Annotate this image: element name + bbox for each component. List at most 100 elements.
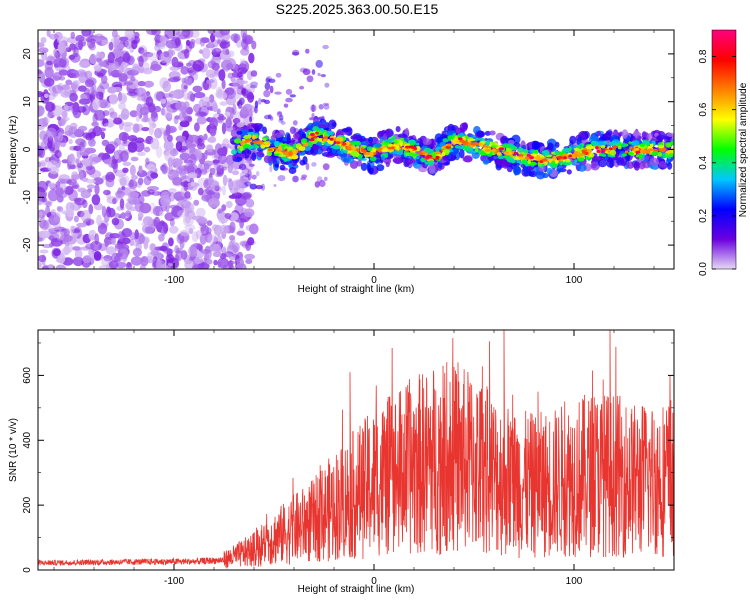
spectrogram-cell — [108, 60, 114, 73]
colorbar-tick-label: 0.0 — [698, 262, 709, 276]
spectrogram-cell — [385, 129, 390, 138]
spectrogram-cell — [262, 138, 267, 142]
spectrogram-cell — [199, 233, 207, 245]
spectrogram-cell — [428, 160, 435, 166]
spectrogram-cell — [311, 104, 315, 113]
spectrogram-cell — [249, 183, 257, 190]
spectrogram-cell — [503, 159, 509, 168]
spectrogram-cell — [121, 253, 128, 263]
spectrogram-cell — [82, 255, 92, 264]
spectrogram-cell — [195, 230, 202, 239]
spectrogram-cell — [38, 198, 43, 206]
spectrogram-cell — [399, 140, 403, 147]
x-tick-label: -100 — [164, 275, 184, 286]
spectrogram-cell — [160, 107, 166, 116]
spectrogram-cell — [452, 133, 457, 137]
snr-panel: -100 0 100 0 200 400 600 Height of straight li… — [8, 329, 675, 595]
spectrogram-cell — [244, 181, 252, 187]
spectrogram-cell — [169, 148, 179, 157]
spectrogram-cell — [58, 69, 69, 76]
snr-y-axis-label: SNR (10 * v/v) — [8, 418, 19, 482]
spectrogram-cell — [458, 145, 464, 150]
spectrogram-cell — [122, 122, 134, 127]
spectrogram-peak — [309, 132, 315, 136]
spectrogram-cell — [127, 78, 140, 90]
spectrogram-cell — [38, 161, 42, 168]
spectrogram-cell — [424, 161, 429, 165]
spectrogram-cell — [134, 229, 139, 240]
spectrogram-marks — [38, 30, 674, 269]
spectrogram-cell — [629, 146, 633, 150]
spectrogram-cell — [274, 132, 283, 138]
spectrogram-cell — [137, 80, 146, 87]
spectrogram-cell — [127, 191, 139, 200]
spectrogram-cell — [38, 42, 45, 48]
spectrogram-cell — [475, 138, 480, 141]
spectrogram-cell — [154, 127, 163, 139]
spectrogram-cell — [241, 193, 252, 201]
spectrogram-cell — [381, 155, 385, 160]
spectrogram-cell — [67, 154, 75, 166]
spectrogram-cell — [576, 137, 582, 146]
spectrogram-cell — [669, 141, 674, 145]
spectrogram-cell — [183, 85, 188, 90]
spectrogram-cell — [221, 122, 227, 135]
spectrogram-cell — [118, 131, 130, 142]
spectrogram-cell — [186, 77, 193, 86]
spectrogram-cell — [39, 190, 48, 199]
spectrogram-cell — [91, 121, 99, 127]
spectrogram-cell — [206, 258, 213, 265]
spectrogram-peak — [541, 158, 548, 162]
spectrogram-cell — [217, 257, 229, 269]
spectrogram-cell — [257, 149, 264, 158]
spectrogram-peak — [526, 153, 531, 157]
spectrogram-cell — [137, 212, 144, 219]
spectrogram-cell — [578, 130, 588, 141]
spectrogram-cell — [53, 226, 66, 233]
spectrogram-cell — [669, 152, 674, 157]
spectrogram-cell — [263, 155, 273, 164]
spectrogram-cell — [339, 153, 348, 158]
x-tick-label: 0 — [371, 275, 377, 286]
spectrogram-cell — [42, 117, 49, 127]
spectrogram-cell — [596, 130, 601, 136]
spectrogram-cell — [366, 162, 371, 173]
spectrogram-cell — [269, 116, 274, 121]
spectrogram-cell — [126, 261, 132, 268]
spectrogram-cell — [292, 175, 299, 183]
spectrogram-cell — [188, 227, 194, 235]
spectrogram-cell — [212, 159, 220, 164]
spectrogram-cell — [144, 226, 154, 234]
spectrogram-cell — [86, 179, 96, 184]
spectrogram-cell — [149, 243, 156, 252]
spectrogram-cell — [122, 161, 132, 166]
spectrogram-cell — [56, 195, 64, 203]
spectrogram-cell — [100, 39, 109, 45]
spectrogram-cell — [197, 216, 208, 226]
spectrogram-cell — [89, 170, 102, 179]
spectrogram-cell — [217, 153, 227, 165]
spectrogram-cell — [38, 180, 48, 193]
spectrogram-cell — [129, 110, 139, 118]
spectrogram-cell — [89, 94, 94, 102]
spectrogram-cell — [123, 124, 132, 132]
spectrogram-cell — [577, 157, 585, 162]
spectrogram-cell — [165, 39, 178, 49]
spectrogram-cell — [104, 122, 115, 128]
spectrogram-cell — [146, 170, 156, 181]
spectrogram-cell — [463, 148, 469, 152]
spectrogram-cell — [143, 176, 152, 186]
spectrogram-cell — [94, 109, 106, 121]
spectrogram-cell — [535, 170, 546, 180]
spectrogram-cell — [424, 148, 428, 152]
spectrogram-cell — [98, 264, 111, 269]
spectrogram-peak — [329, 137, 334, 141]
y-tick-label: 0 — [22, 567, 33, 573]
spectrogram-cell — [129, 164, 136, 177]
spectrogram-cell — [197, 187, 204, 196]
spectrogram-cell — [82, 132, 92, 139]
spectrogram-peak — [602, 148, 606, 152]
spectrogram-cell — [112, 86, 123, 92]
spectrogram-cell — [38, 255, 47, 263]
spectrogram-cell — [91, 156, 102, 163]
